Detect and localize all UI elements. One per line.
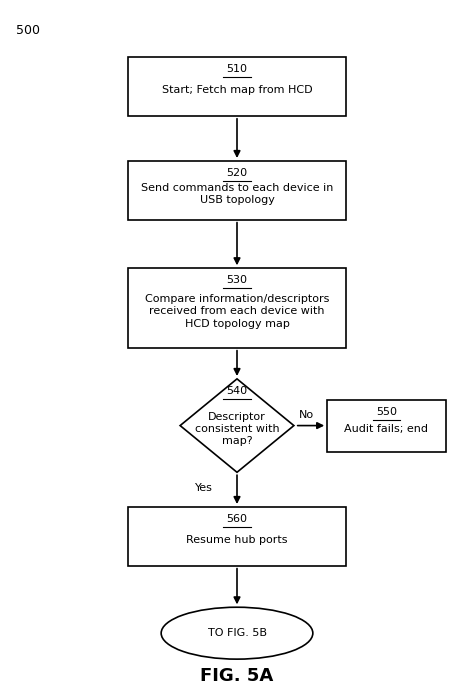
Text: 530: 530	[227, 275, 247, 285]
Text: 560: 560	[227, 513, 247, 524]
Text: Audit fails; end: Audit fails; end	[344, 424, 428, 434]
Text: Descriptor
consistent with
map?: Descriptor consistent with map?	[195, 412, 279, 446]
Text: Yes: Yes	[195, 483, 213, 493]
Text: 520: 520	[227, 168, 247, 178]
Ellipse shape	[161, 608, 313, 659]
Polygon shape	[180, 379, 294, 472]
Text: Send commands to each device in
USB topology: Send commands to each device in USB topo…	[141, 183, 333, 205]
FancyBboxPatch shape	[128, 507, 346, 566]
Text: FIG. 5A: FIG. 5A	[201, 667, 273, 685]
Text: 540: 540	[227, 386, 247, 396]
Text: 500: 500	[17, 24, 40, 37]
Text: Resume hub ports: Resume hub ports	[186, 535, 288, 545]
Text: 550: 550	[376, 407, 397, 417]
Text: Compare information/descriptors
received from each device with
HCD topology map: Compare information/descriptors received…	[145, 294, 329, 329]
FancyBboxPatch shape	[128, 268, 346, 347]
FancyBboxPatch shape	[128, 161, 346, 220]
FancyBboxPatch shape	[128, 57, 346, 116]
Text: 510: 510	[227, 64, 247, 74]
Text: No: No	[299, 410, 314, 420]
Text: TO FIG. 5B: TO FIG. 5B	[208, 628, 266, 638]
FancyBboxPatch shape	[327, 400, 446, 451]
Text: Start; Fetch map from HCD: Start; Fetch map from HCD	[162, 85, 312, 95]
